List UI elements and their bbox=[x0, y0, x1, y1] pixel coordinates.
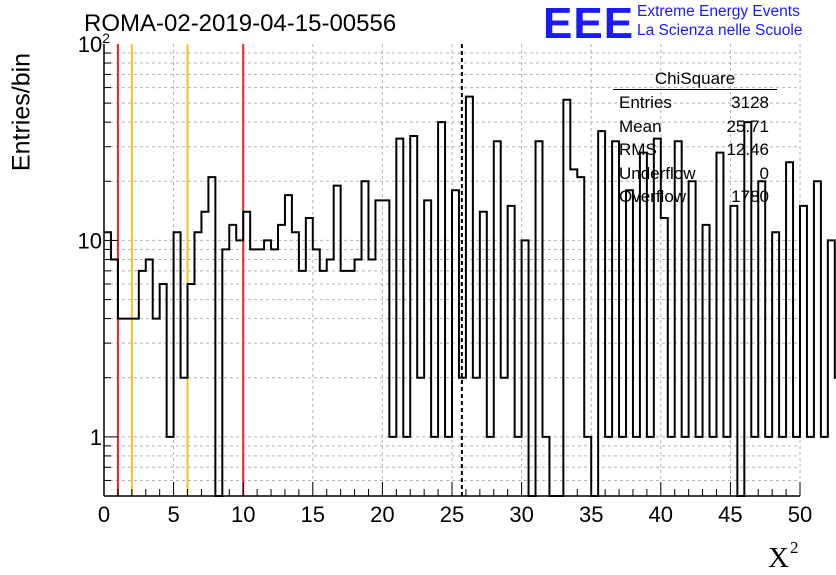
x-tick-label: 45 bbox=[718, 502, 742, 527]
y-tick-exponent: 2 bbox=[102, 30, 110, 46]
stats-label: Entries bbox=[619, 93, 672, 112]
stats-row: Underflow 0 bbox=[613, 162, 777, 186]
x-tick-label: 15 bbox=[301, 502, 325, 527]
x-tick-label: 50 bbox=[788, 502, 812, 527]
stats-row: RMS 12.46 bbox=[613, 138, 777, 162]
x-tick-label: 40 bbox=[649, 502, 673, 527]
histogram-steps bbox=[104, 95, 836, 497]
x-tick-label: 35 bbox=[579, 502, 603, 527]
y-tick-base: 1 bbox=[90, 425, 102, 450]
x-tick-label: 0 bbox=[98, 502, 110, 527]
stats-row: Mean 25.71 bbox=[613, 115, 777, 139]
x-tick-label: 5 bbox=[167, 502, 179, 527]
stats-value: 1780 bbox=[731, 187, 769, 206]
axes bbox=[103, 44, 801, 497]
x-axis-label: X2 bbox=[768, 538, 798, 575]
y-tick-base: 10 bbox=[78, 32, 102, 57]
logo-caption: Extreme Energy Events La Scienza nelle S… bbox=[637, 2, 802, 40]
x-axis-label-base: X bbox=[768, 542, 789, 574]
y-tick-base: 10 bbox=[78, 228, 102, 253]
y-tick-label: 1 bbox=[90, 425, 102, 450]
stats-label: Underflow bbox=[619, 163, 696, 183]
stats-row: Entries 3128 bbox=[613, 91, 777, 115]
stats-value: 12.46 bbox=[726, 140, 769, 159]
logo-caption-line1: Extreme Energy Events bbox=[637, 3, 800, 20]
x-tick-label: 20 bbox=[370, 502, 394, 527]
stats-title: ChiSquare bbox=[613, 68, 777, 90]
stats-label: Overflow bbox=[619, 187, 687, 206]
histogram-series bbox=[104, 95, 836, 497]
stats-rows: Entries 3128 Mean 25.71 RMS 12.46 Underflow 0 Ov… bbox=[613, 91, 777, 209]
logo-caption-line2: La Scienza nelle Scuole bbox=[637, 22, 803, 39]
grid-lines bbox=[103, 44, 801, 497]
chart-title: ROMA-02-2019-04-15-00556 bbox=[84, 10, 397, 37]
stats-label: Mean bbox=[619, 116, 662, 136]
x-tick-label: 10 bbox=[231, 502, 255, 527]
stats-value: 3128 bbox=[731, 93, 769, 112]
stats-box: ChiSquare Entries 3128 Mean 25.71 RMS 12.46 Un… bbox=[613, 68, 777, 209]
stats-value: 25.71 bbox=[726, 116, 769, 136]
eee-logo: EEE bbox=[543, 0, 635, 48]
stats-value: 0 bbox=[759, 163, 769, 183]
y-tick-label: 10 bbox=[78, 228, 102, 253]
x-tick-label: 25 bbox=[440, 502, 464, 527]
stats-row: Overflow 1780 bbox=[613, 185, 777, 209]
x-tick-label: 30 bbox=[509, 502, 533, 527]
y-tick-label: 102 bbox=[78, 30, 110, 57]
stats-label: RMS bbox=[619, 140, 657, 159]
x-axis-label-superscript: 2 bbox=[789, 538, 799, 557]
